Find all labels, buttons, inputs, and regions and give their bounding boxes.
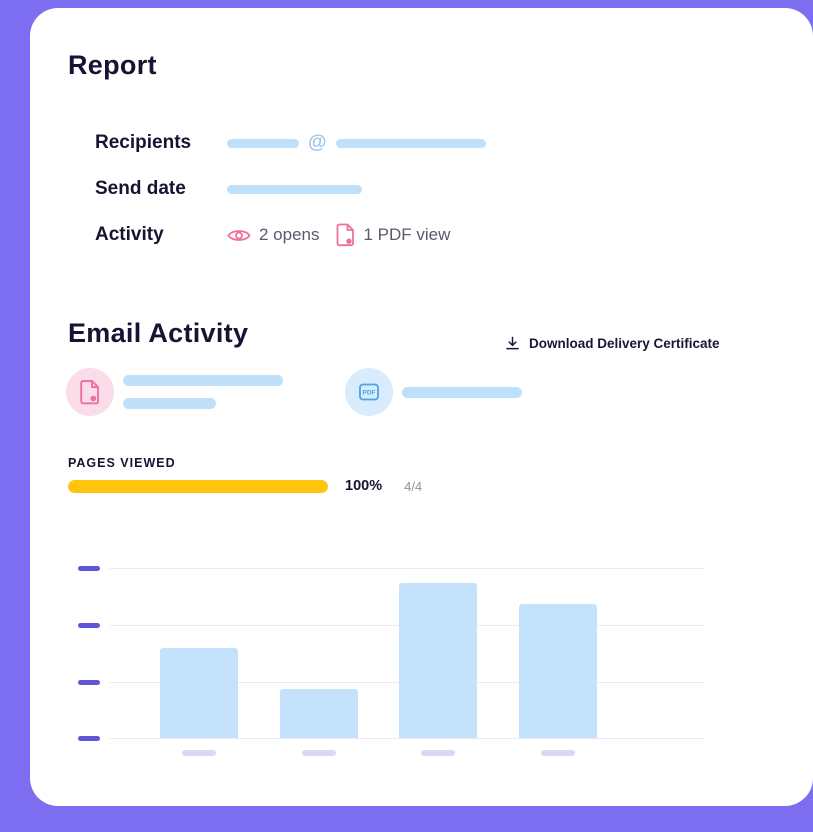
- chart-bar: [399, 583, 478, 738]
- y-axis-tick: [78, 623, 100, 628]
- bar-chart-bars: [160, 568, 597, 738]
- gridline: [110, 568, 705, 569]
- report-summary: Recipients @ Send date Activity 2 opens …: [95, 120, 486, 258]
- chart-bar: [518, 603, 597, 738]
- send-date-label: Send date: [95, 178, 186, 199]
- activity-row: Activity 2 opens 1 PDF view: [95, 212, 486, 258]
- pdf-badge-item[interactable]: PDF: [345, 368, 522, 416]
- download-icon: [505, 336, 520, 351]
- xlabel-dash: [540, 750, 575, 756]
- redacted-file-title: [123, 375, 283, 386]
- pdf-attachment-item[interactable]: [66, 368, 283, 416]
- redacted-file-subtitle: [123, 398, 216, 409]
- pdf-eye-icon: [336, 223, 356, 247]
- pdf-document-icon: [66, 368, 114, 416]
- page-title: Report: [68, 50, 157, 80]
- bar-chart-xlabels: [160, 750, 597, 756]
- send-date-row: Send date: [95, 166, 486, 212]
- activity-label: Activity: [95, 224, 164, 245]
- pdf-view-count: 1 PDF view: [363, 225, 451, 244]
- chart-xlabel-redacted: [519, 750, 597, 756]
- redacted-recipient-domain: [335, 138, 486, 148]
- pages-viewed-label: PAGES VIEWED: [68, 456, 176, 470]
- redacted-recipient-name: [227, 138, 299, 148]
- chart-xlabel-redacted: [399, 750, 477, 756]
- y-axis-tick: [78, 680, 100, 685]
- chart-xlabel-redacted: [160, 750, 238, 756]
- chart-bar: [160, 647, 238, 738]
- pdf-badge-icon: PDF: [345, 368, 393, 416]
- email-activity-title: Email Activity: [68, 318, 249, 348]
- opens-count: 2 opens: [259, 225, 320, 244]
- redacted-send-date: [227, 184, 362, 194]
- redacted-file-info: [123, 375, 283, 409]
- y-axis-tick: [78, 566, 100, 571]
- pages-viewed-bar-fill: [68, 479, 328, 493]
- recipients-row: Recipients @: [95, 120, 486, 166]
- download-certificate-button[interactable]: Download Delivery Certificate: [505, 336, 720, 351]
- report-card: Report Recipients @ Send date Activity 2…: [30, 8, 813, 806]
- download-certificate-label: Download Delivery Certificate: [529, 336, 720, 351]
- pages-viewed-fraction: 4/4: [404, 478, 423, 494]
- recipients-label: Recipients: [95, 132, 192, 153]
- xlabel-dash: [301, 750, 336, 756]
- pages-viewed-percent: 100%: [345, 478, 383, 494]
- pages-viewed-row: 100% 4/4: [68, 478, 422, 494]
- gridline: [110, 738, 705, 739]
- xlabel-dash: [421, 750, 456, 756]
- pages-viewed-progress: [68, 479, 328, 493]
- chart-bar: [279, 688, 358, 738]
- chart-xlabel-redacted: [280, 750, 358, 756]
- at-symbol: @: [308, 132, 327, 153]
- email-activity-items: PDF: [66, 368, 786, 420]
- y-axis-tick: [78, 736, 100, 741]
- svg-text:PDF: PDF: [363, 390, 376, 397]
- xlabel-dash: [182, 750, 216, 756]
- redacted-badge-label: [402, 386, 522, 398]
- eye-icon: [227, 227, 251, 244]
